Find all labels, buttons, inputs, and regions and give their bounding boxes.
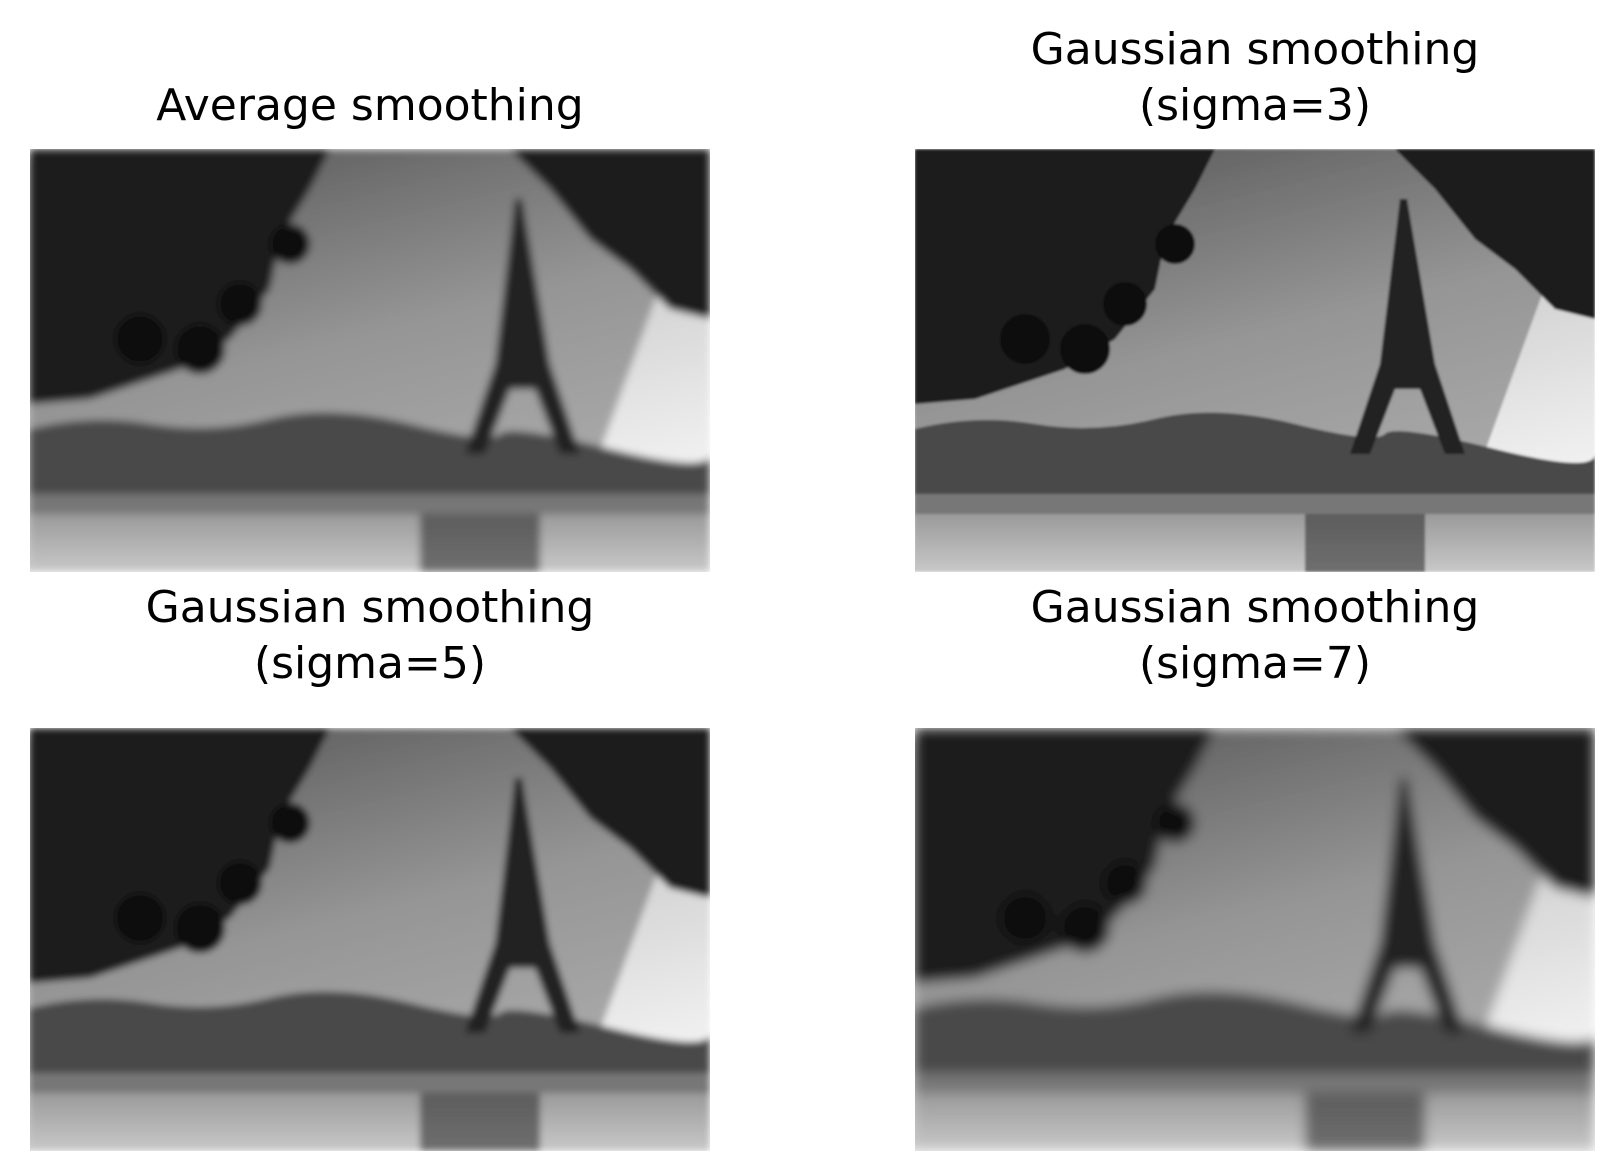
title-line: (sigma=7): [905, 636, 1605, 692]
image-content: [915, 728, 1595, 1151]
eiffel-tower-image-average: [30, 149, 710, 572]
panel-title: Gaussian smoothing (sigma=7): [905, 580, 1605, 692]
title-line: Gaussian smoothing: [905, 580, 1605, 636]
title-line: Gaussian smoothing: [905, 22, 1605, 78]
image-content: [915, 149, 1595, 572]
image-content: [30, 728, 710, 1151]
title-line: (sigma=5): [20, 636, 720, 692]
panel-title: Average smoothing: [20, 78, 720, 134]
panel-gaussian-sigma-3: Gaussian smoothing (sigma=3): [905, 0, 1605, 575]
title-line: Average smoothing: [20, 78, 720, 134]
eiffel-tower-image-sigma-3: [915, 149, 1595, 572]
title-line: (sigma=3): [905, 78, 1605, 134]
panel-gaussian-sigma-5: Gaussian smoothing (sigma=5): [20, 580, 720, 1160]
title-line: Gaussian smoothing: [20, 580, 720, 636]
eiffel-tower-image-sigma-5: [30, 728, 710, 1151]
image-content: [30, 149, 710, 572]
panel-average: Average smoothing: [20, 0, 720, 575]
eiffel-tower-image-sigma-7: [915, 728, 1595, 1151]
panel-title: Gaussian smoothing (sigma=5): [20, 580, 720, 692]
panel-gaussian-sigma-7: Gaussian smoothing (sigma=7): [905, 580, 1605, 1160]
panel-title: Gaussian smoothing (sigma=3): [905, 22, 1605, 134]
